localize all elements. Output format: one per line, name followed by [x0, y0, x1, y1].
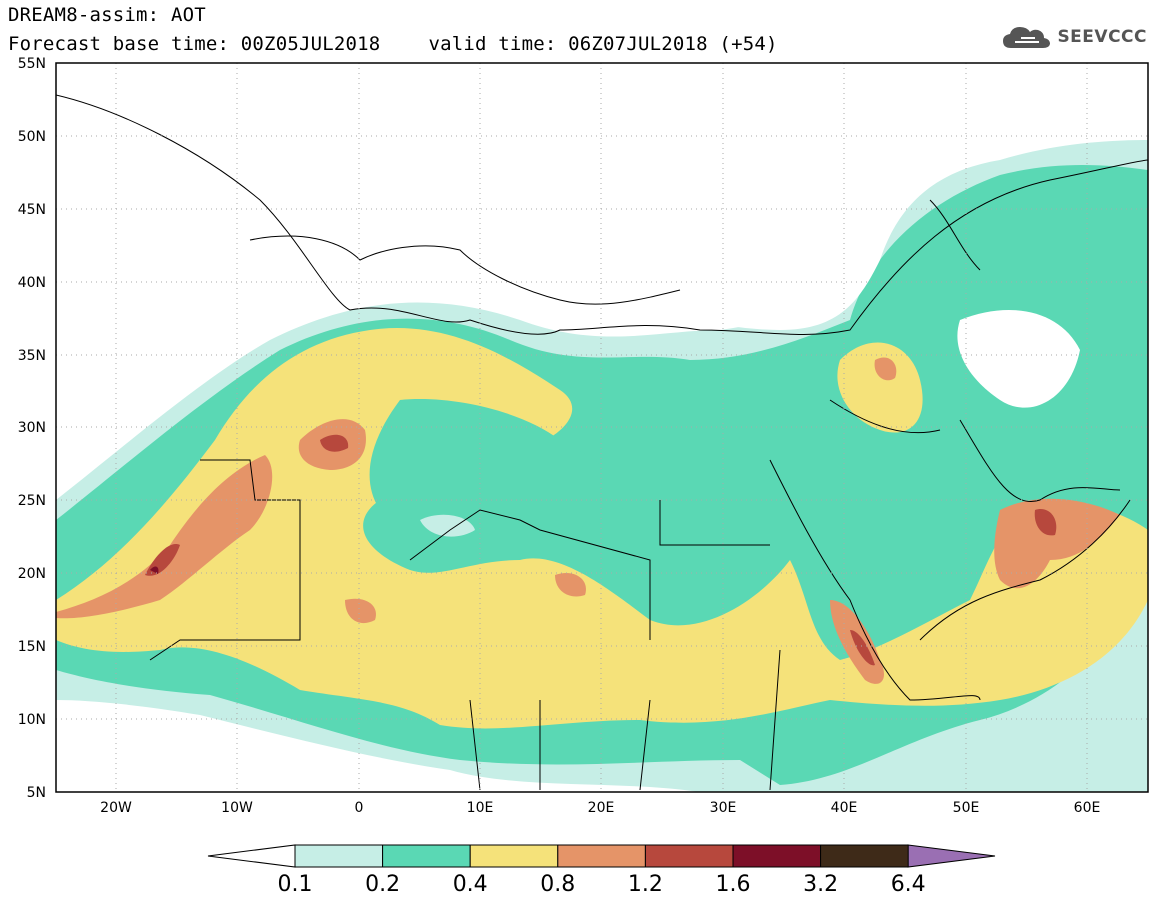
colorbar-level-label: 3.2 — [803, 872, 839, 897]
colorbar-level-label: 0.2 — [365, 872, 401, 897]
colorbar-swatch — [469, 844, 559, 868]
colorbar-swatch — [382, 844, 471, 868]
y-tick-label: 15N — [18, 639, 46, 655]
colorbar-level-label: 1.2 — [627, 872, 663, 897]
y-tick-label: 45N — [18, 202, 46, 218]
colorbar-level-label: 0.8 — [540, 872, 576, 897]
colorbar-swatch — [732, 844, 822, 868]
x-axis: 20W 10W 0 10E 20E 30E 40E 50E 60E — [100, 800, 1100, 816]
y-tick-label: 20N — [18, 566, 46, 582]
y-axis: 5N 10N 15N 20N 25N 30N 35N 40N 45N 50N 5… — [18, 56, 46, 801]
aot-band-1.6 — [150, 566, 159, 574]
y-tick-label: 40N — [18, 275, 46, 291]
x-tick-label: 30E — [710, 800, 737, 816]
colorbar-level-label: 6.4 — [890, 872, 926, 897]
colorbar-over-triangle — [907, 844, 996, 868]
chart-subtitle: Forecast base time: 00Z05JUL2018 valid ti… — [8, 33, 778, 55]
aot-band-0.8 — [56, 455, 273, 619]
colorbar-swatch — [644, 844, 734, 868]
x-tick-label: 40E — [831, 800, 858, 816]
x-tick-label: 20E — [588, 800, 615, 816]
colorbar-level-label: 0.1 — [277, 872, 313, 897]
y-tick-label: 25N — [18, 493, 46, 509]
colorbar-level-label: 0.4 — [452, 872, 488, 897]
x-tick-label: 50E — [953, 800, 980, 816]
cloud-icon — [1003, 27, 1051, 48]
x-tick-label: 10W — [221, 800, 253, 816]
logo-text: SEEVCCC — [1057, 27, 1147, 47]
x-tick-label: 0 — [355, 800, 364, 816]
grid — [56, 63, 1148, 792]
x-tick-label: 20W — [100, 800, 132, 816]
aot-band-0.4 — [837, 342, 923, 433]
coastlines — [56, 94, 1148, 791]
y-tick-label: 10N — [18, 712, 46, 728]
y-tick-label: 35N — [18, 348, 46, 364]
colorbar-swatch — [557, 844, 646, 868]
colorbar-under-triangle — [207, 844, 296, 868]
base-time: Forecast base time: 00Z05JUL2018 — [8, 33, 381, 55]
x-tick-label: 10E — [467, 800, 494, 816]
colorbar-swatch — [820, 844, 909, 868]
chart-title: DREAM8-assim: AOT — [8, 4, 206, 26]
colorbar-swatch — [294, 844, 384, 868]
map-frame — [55, 62, 1149, 793]
y-tick-label: 50N — [18, 129, 46, 145]
seevccc-logo: SEEVCCC — [1001, 24, 1147, 50]
y-tick-label: 5N — [27, 785, 46, 801]
colorbar-level-label: 1.6 — [715, 872, 751, 897]
y-tick-label: 30N — [18, 420, 46, 436]
x-tick-label: 60E — [1074, 800, 1101, 816]
valid-time: valid time: 06Z07JUL2018 (+54) — [428, 33, 778, 55]
y-tick-label: 55N — [18, 56, 46, 72]
colorbar — [207, 844, 996, 868]
